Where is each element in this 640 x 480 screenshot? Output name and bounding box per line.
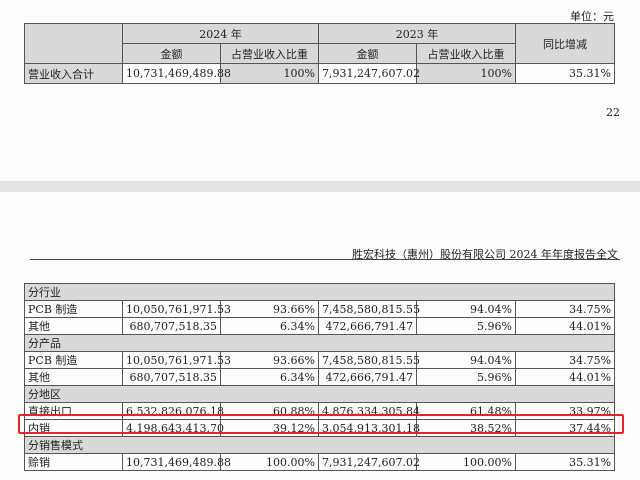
header-amount: 金额 <box>122 43 221 64</box>
share-2024: 100.00% <box>220 453 319 471</box>
amount-2023: 7,458,580,815.55 <box>318 300 420 318</box>
amount-2024: 10,050,761,971.53 <box>122 351 231 369</box>
table-row: 其他 680,707,518.35 6.34% 472,666,791.47 5.96%… <box>24 317 616 335</box>
section-title: 分地区 <box>23 385 616 403</box>
header-2023: 2023 年 <box>318 23 516 44</box>
yoy: 34.75% <box>514 300 616 318</box>
header-share: 占营业收入比重 <box>416 43 516 64</box>
report-page-22: 单位：元 2024 年 2023 年 同比增减 金额 占营业收入比重 金额 占营… <box>0 0 640 181</box>
unit-label: 单位：元 <box>570 10 614 23</box>
amount-2023: 472,666,791.47 <box>318 368 417 386</box>
highlight-box-domestic-sales <box>18 414 624 434</box>
section-row: 分行业 <box>23 283 616 301</box>
amount-2024: 680,707,518.35 <box>122 368 221 386</box>
row-label: 营业收入合计 <box>24 63 123 84</box>
share-2023: 5.96% <box>416 368 516 386</box>
header-rule <box>30 259 620 260</box>
header-amount: 金额 <box>318 43 417 64</box>
yoy: 44.01% <box>514 368 616 386</box>
table-row: PCB 制造 10,050,761,971.53 93.66% 7,458,580,8… <box>24 300 616 318</box>
table-header-row: 2024 年 2023 年 同比增减 <box>24 23 615 64</box>
section-title: 分产品 <box>23 334 616 352</box>
running-header: 胜宏科技（惠州）股份有限公司 2024 年年度报告全文 <box>352 248 618 261</box>
row-label: 其他 <box>24 317 123 335</box>
header-share: 占营业收入比重 <box>220 43 319 64</box>
revenue-breakdown-table: 分行业 PCB 制造 10,050,761,971.53 93.66% 7,458,58… <box>23 283 616 471</box>
table-row: 赊销 10,731,469,489.88 100.00% 7,931,247,607.… <box>24 453 616 471</box>
table-row: 营业收入合计 10,731,469,489.88 100% 7,931,247,… <box>24 63 615 84</box>
section-row: 分销售模式 <box>23 436 616 454</box>
section-title: 分行业 <box>23 283 616 301</box>
table-row: 其他 680,707,518.35 6.34% 472,666,791.47 5.96%… <box>24 368 616 386</box>
page-separator <box>0 181 640 192</box>
amount-2024: 680,707,518.35 <box>122 317 221 335</box>
yoy: 35.31% <box>514 453 616 471</box>
share-2024: 93.66% <box>220 351 319 369</box>
share-2024: 93.66% <box>220 300 319 318</box>
amount-2024: 10,731,469,489.88 <box>122 453 231 471</box>
revenue-summary-table: 2024 年 2023 年 同比增减 金额 占营业收入比重 金额 占营业收入比重… <box>24 23 615 84</box>
section-title: 分销售模式 <box>23 436 616 454</box>
share-2024: 6.34% <box>220 368 319 386</box>
share-2024: 6.34% <box>220 317 319 335</box>
header-blank <box>24 23 123 64</box>
amount-2023: 7,458,580,815.55 <box>318 351 420 369</box>
header-2024: 2024 年 <box>122 23 319 44</box>
amount-2023: 7,931,247,607.02 <box>318 63 420 84</box>
section-row: 分产品 <box>23 334 616 352</box>
share-2023: 100.00% <box>416 453 516 471</box>
row-label: 赊销 <box>24 453 123 471</box>
yoy: 35.31% <box>515 63 615 84</box>
share-2023: 94.04% <box>416 351 516 369</box>
share-2023: 94.04% <box>416 300 516 318</box>
row-label: PCB 制造 <box>24 351 123 369</box>
amount-2023: 7,931,247,607.02 <box>318 453 420 471</box>
row-label: PCB 制造 <box>24 300 123 318</box>
amount-2024: 10,050,761,971.53 <box>122 300 231 318</box>
report-page: 胜宏科技（惠州）股份有限公司 2024 年年度报告全文 分行业 PCB 制造 10,… <box>0 192 640 480</box>
yoy: 44.01% <box>514 317 616 335</box>
amount-2024: 10,731,469,489.88 <box>122 63 231 84</box>
share-2023: 5.96% <box>416 317 516 335</box>
amount-2023: 472,666,791.47 <box>318 317 417 335</box>
page-number: 22 <box>606 106 620 119</box>
yoy: 34.75% <box>514 351 616 369</box>
section-row: 分地区 <box>23 385 616 403</box>
share-2024: 100% <box>220 63 319 84</box>
row-label: 其他 <box>24 368 123 386</box>
share-2023: 100% <box>416 63 516 84</box>
table-row: PCB 制造 10,050,761,971.53 93.66% 7,458,580,8… <box>24 351 616 369</box>
header-yoy: 同比增减 <box>515 23 615 64</box>
table-subheader-row: 金额 占营业收入比重 金额 占营业收入比重 <box>25 43 615 64</box>
